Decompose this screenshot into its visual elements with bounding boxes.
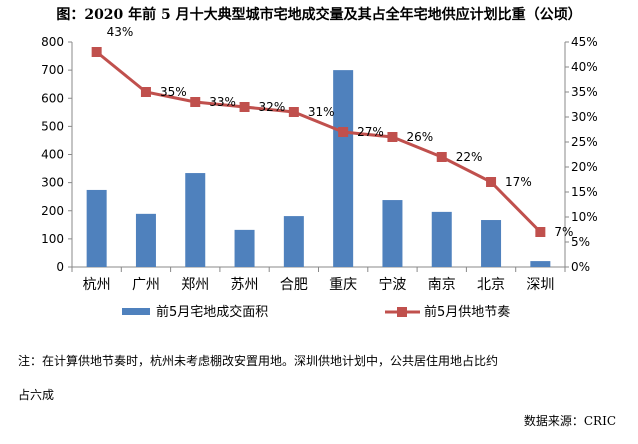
combo-chart: 0 100 200 300 400 500 600 700 800 0% 5% 10% 15% 20% 25… [41, 25, 598, 320]
footnote-line1: 注：在计算供地节奏时，杭州未考虑棚改安置用地。深圳供地计划中，公共居住用地占比约 [18, 354, 499, 368]
left-tick-label: 200 [41, 204, 64, 218]
data-label: 7% [554, 225, 573, 239]
right-tick-label: 15% [571, 185, 598, 199]
chart-title: 图：2020 年前 5 月十大典型城市宅地成交量及其占全年宅地供应计划比重（公顷… [56, 7, 582, 23]
data-label: 33% [209, 95, 236, 109]
line-marker [387, 132, 398, 142]
x-tick-label: 杭州 [83, 277, 111, 293]
left-tick-label: 400 [41, 148, 64, 162]
data-label: 35% [160, 85, 187, 99]
legend-bar-swatch [122, 308, 150, 315]
x-tick-label: 宁波 [378, 276, 406, 293]
line-marker [288, 107, 299, 117]
right-tick-label: 25% [571, 135, 598, 149]
x-tick-label: 苏州 [231, 277, 259, 293]
line-marker [535, 227, 546, 237]
right-tick-label: 35% [571, 85, 598, 99]
bar [530, 261, 551, 267]
data-label: 22% [456, 150, 483, 164]
legend-bar-label: 前5月宅地成交面积 [156, 304, 268, 320]
left-tick-label: 300 [41, 176, 64, 190]
left-tick-label: 500 [41, 119, 64, 133]
bar [283, 216, 304, 267]
left-tick-label: 700 [41, 63, 64, 77]
legend-line-marker [397, 307, 407, 317]
x-tick-label: 北京 [477, 277, 505, 293]
bar [481, 220, 502, 267]
right-tick-label: 0% [571, 260, 590, 274]
line-marker [91, 47, 102, 57]
x-tick-label: 深圳 [526, 277, 554, 293]
left-tick-label: 0 [56, 260, 64, 274]
line-marker [436, 152, 447, 162]
data-source: 数据来源：CRIC [523, 414, 616, 428]
left-tick-label: 800 [41, 35, 64, 49]
left-tick-label: 100 [41, 232, 64, 246]
line-marker [190, 97, 201, 107]
x-tick-label: 合肥 [280, 277, 308, 293]
right-tick-label: 30% [571, 110, 598, 124]
line-marker [486, 177, 497, 187]
line-marker [338, 127, 349, 137]
right-tick-label: 5% [571, 235, 590, 249]
right-tick-label: 10% [571, 210, 598, 224]
data-label: 27% [357, 125, 384, 139]
legend-line-label: 前5月供地节奏 [424, 304, 510, 320]
bar [185, 173, 206, 267]
data-label: 32% [259, 100, 286, 114]
line-series [95, 50, 542, 234]
bar [135, 213, 156, 267]
line-marker [140, 87, 151, 97]
left-tick-label: 600 [41, 91, 64, 105]
right-tick-label: 40% [571, 60, 598, 74]
footnote-line2: 占六成 [18, 388, 55, 402]
data-label: 17% [505, 175, 532, 189]
data-label: 43% [107, 25, 134, 39]
line-marker [239, 102, 250, 112]
x-tick-label: 郑州 [181, 277, 209, 293]
data-label: 26% [406, 130, 433, 144]
bar [333, 70, 354, 267]
x-tick-label: 重庆 [329, 277, 357, 293]
data-label: 31% [308, 105, 335, 119]
right-tick-label: 45% [571, 35, 598, 49]
x-tick-label: 广州 [132, 277, 160, 293]
bar [86, 189, 107, 267]
x-tick-label: 南京 [428, 277, 456, 293]
right-tick-label: 20% [571, 160, 598, 174]
bar [382, 200, 403, 267]
bar [234, 229, 255, 267]
bar [431, 211, 452, 267]
